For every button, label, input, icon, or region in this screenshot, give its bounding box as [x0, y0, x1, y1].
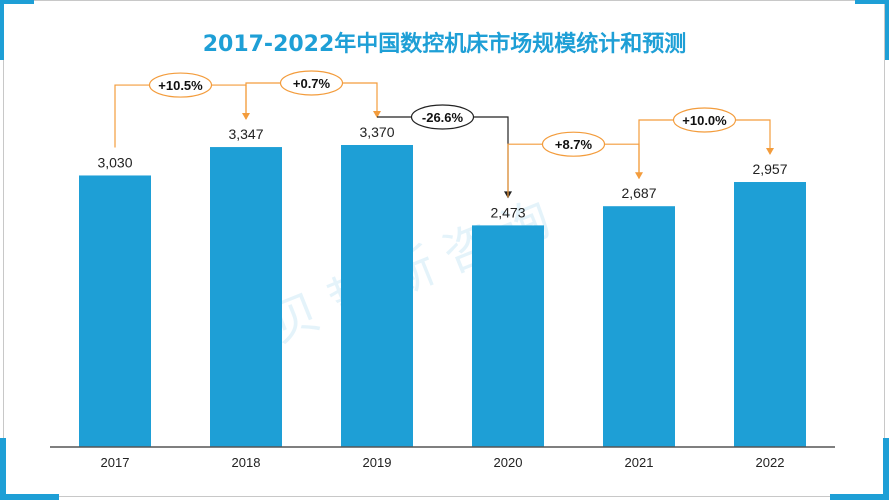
corner-decoration — [855, 0, 889, 4]
data-label: 2,957 — [752, 161, 787, 177]
growth-label: +8.7% — [555, 137, 593, 152]
growth-badge — [279, 70, 344, 96]
bar-2019 — [341, 145, 413, 447]
corner-decoration — [830, 494, 889, 500]
x-tick-label: 2018 — [232, 455, 261, 470]
corner-decoration — [885, 0, 889, 60]
corner-decoration — [0, 0, 34, 4]
data-label: 3,347 — [228, 126, 263, 142]
growth-badge — [672, 107, 737, 133]
x-tick-label: 2019 — [363, 455, 392, 470]
x-tick-label: 2021 — [625, 455, 654, 470]
data-label: 2,687 — [621, 185, 656, 201]
x-tick-label: 2017 — [101, 455, 130, 470]
corner-decoration — [0, 438, 6, 500]
data-label: 3,370 — [359, 124, 394, 140]
growth-badge — [541, 131, 606, 157]
growth-label: -26.6% — [422, 110, 464, 125]
growth-label: +0.7% — [293, 76, 331, 91]
corner-decoration — [0, 0, 4, 60]
arrow-head-icon — [766, 148, 774, 156]
data-label: 3,030 — [97, 154, 132, 170]
bar-2021 — [603, 206, 675, 447]
data-label: 2,473 — [490, 204, 525, 220]
chart-frame — [3, 0, 885, 497]
bar-2017 — [79, 175, 151, 447]
growth-label: +10.5% — [158, 78, 203, 93]
bar-2020 — [472, 225, 544, 447]
x-tick-label: 2022 — [756, 455, 785, 470]
corner-decoration — [0, 494, 59, 500]
x-tick-label: 2020 — [494, 455, 523, 470]
bar-2022 — [734, 182, 806, 447]
corner-decoration — [883, 438, 889, 500]
bar-2018 — [210, 147, 282, 447]
growth-label: +10.0% — [682, 113, 727, 128]
chart-title: 2017-2022年中国数控机床市场规模统计和预测 — [202, 32, 687, 57]
growth-badge — [410, 104, 475, 130]
growth-badge — [148, 72, 213, 98]
arrow-head-icon — [373, 111, 381, 118]
